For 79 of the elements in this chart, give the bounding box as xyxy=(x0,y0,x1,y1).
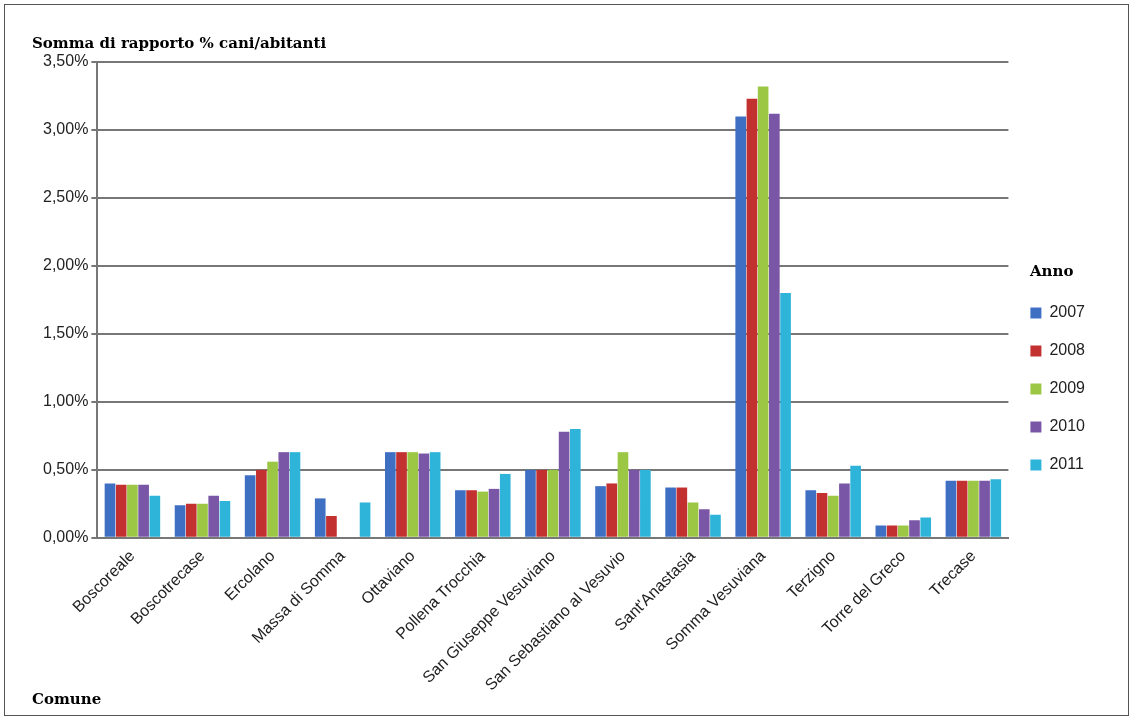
bar xyxy=(326,516,337,537)
bar xyxy=(547,469,559,537)
bar xyxy=(267,461,278,537)
bar xyxy=(104,483,116,537)
y-tick-label: 1,50% xyxy=(42,324,89,342)
bar xyxy=(805,490,817,537)
bar xyxy=(990,479,1002,537)
bar xyxy=(676,487,688,537)
bar xyxy=(384,452,396,537)
bar xyxy=(816,492,828,537)
bar xyxy=(127,484,138,537)
bar xyxy=(418,453,430,537)
bar xyxy=(138,484,149,537)
bar xyxy=(606,483,618,537)
bar xyxy=(698,509,710,537)
x-axis-title: Comune xyxy=(32,690,102,708)
bar xyxy=(488,488,500,537)
bar xyxy=(569,429,581,537)
legend-label: 2011 xyxy=(1049,455,1084,473)
bar xyxy=(396,452,407,537)
bar xyxy=(115,484,127,537)
legend-label: 2007 xyxy=(1049,303,1086,321)
y-tick-label: 2,50% xyxy=(42,188,89,206)
legend-label: 2009 xyxy=(1049,379,1086,397)
bar xyxy=(499,473,511,537)
bar xyxy=(617,452,629,537)
bar xyxy=(256,469,267,537)
y-tick-label: 0,50% xyxy=(42,460,89,478)
bar xyxy=(197,503,208,537)
y-tick-label: 2,00% xyxy=(42,256,89,274)
legend-title: Anno xyxy=(1028,262,1074,281)
bar xyxy=(208,495,220,537)
y-tick-label: 0,00% xyxy=(42,528,89,546)
bar xyxy=(945,480,957,537)
bar xyxy=(780,293,791,537)
bar xyxy=(244,475,256,537)
bar xyxy=(968,480,979,537)
bar xyxy=(875,525,887,537)
bar xyxy=(466,490,477,537)
bar xyxy=(359,502,371,537)
bar xyxy=(314,498,326,537)
bar xyxy=(979,480,990,537)
bar xyxy=(429,452,441,537)
bar xyxy=(886,525,898,537)
bar xyxy=(174,505,186,537)
bar xyxy=(746,98,758,537)
bar xyxy=(827,495,839,537)
bar xyxy=(149,495,161,537)
bar xyxy=(920,517,932,537)
legend-label: 2008 xyxy=(1049,341,1086,359)
bar xyxy=(850,465,861,537)
bar xyxy=(219,501,231,537)
bar xyxy=(710,514,721,537)
bar xyxy=(278,452,290,537)
bar xyxy=(769,113,780,537)
bar xyxy=(665,487,676,537)
y-tick-label: 3,00% xyxy=(42,120,89,138)
bar xyxy=(687,502,699,537)
bar xyxy=(407,452,419,537)
bar xyxy=(558,431,570,537)
y-axis-title: Somma di rapporto % cani/abitanti xyxy=(32,34,327,52)
y-tick-label: 1,00% xyxy=(42,392,89,410)
bar xyxy=(909,520,920,537)
bar xyxy=(185,503,197,537)
bar xyxy=(897,525,909,537)
bar xyxy=(956,480,968,537)
bar xyxy=(595,486,606,537)
bar xyxy=(289,452,301,537)
legend-label: 2010 xyxy=(1049,417,1086,435)
bar xyxy=(757,86,769,537)
bar xyxy=(628,469,640,537)
bar xyxy=(525,469,536,537)
bar xyxy=(839,483,850,537)
bar xyxy=(735,116,747,537)
bar xyxy=(640,469,651,537)
bar xyxy=(536,469,547,537)
y-tick-label: 3,50% xyxy=(42,52,89,70)
bar xyxy=(477,491,489,537)
bar xyxy=(455,490,466,537)
